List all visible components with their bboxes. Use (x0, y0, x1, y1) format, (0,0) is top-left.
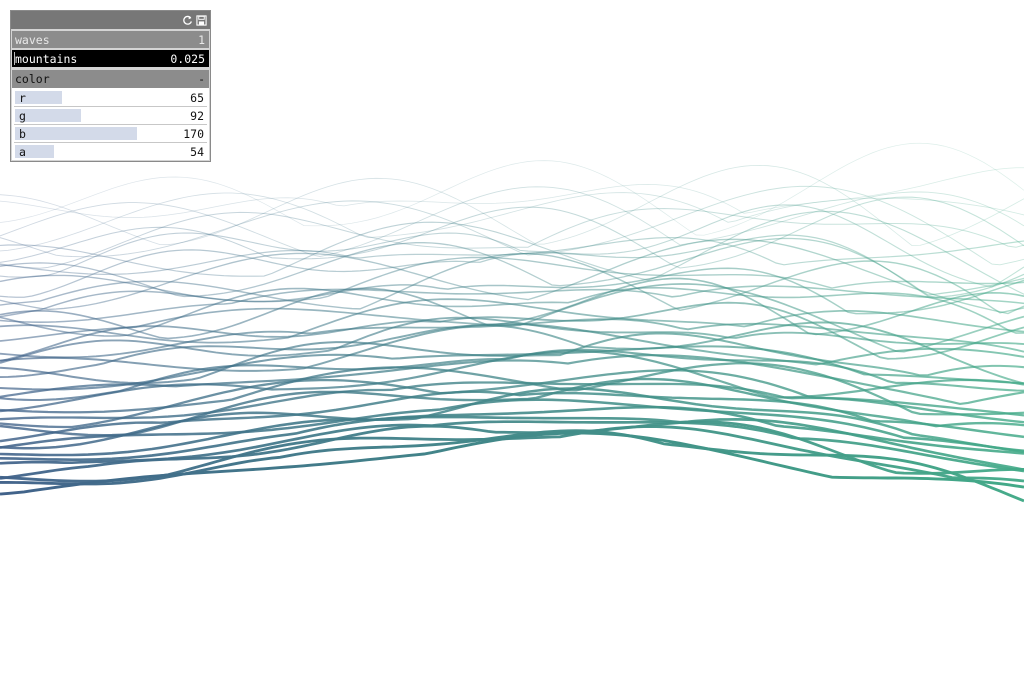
wave-line (0, 285, 1024, 323)
waves-control[interactable]: waves 1 (12, 31, 209, 48)
wave-line (0, 316, 1024, 364)
slider-fill (15, 91, 62, 104)
slider-label: b (19, 126, 26, 141)
wave-line (0, 192, 1024, 252)
wave-line (0, 415, 1024, 472)
wave-line (0, 332, 1024, 385)
color-group-header[interactable]: color - (12, 70, 209, 88)
slider-r[interactable]: r 65 (14, 89, 207, 107)
text-caret (14, 52, 15, 65)
panel-titlebar (11, 11, 210, 29)
slider-label: g (19, 108, 26, 123)
wave-line (0, 167, 1024, 218)
waves-value: 1 (198, 32, 205, 47)
wave-line (0, 350, 1024, 413)
wave-line (0, 196, 1024, 269)
collapse-toggle[interactable]: - (198, 72, 205, 86)
slider-value: 65 (190, 90, 204, 105)
wave-line (0, 186, 1024, 257)
wave-line (0, 252, 1024, 314)
save-icon[interactable] (196, 14, 207, 26)
wave-line (0, 204, 1024, 288)
slider-value: 170 (183, 126, 204, 141)
wave-line (0, 420, 1024, 480)
slider-a[interactable]: a 54 (14, 143, 207, 160)
slider-fill (15, 127, 138, 140)
wave-line (0, 323, 1024, 372)
wave-line (0, 298, 1024, 344)
wave-line (0, 267, 1024, 318)
waves-label: waves (15, 32, 50, 47)
wave-line (0, 431, 1024, 496)
wave-line (0, 237, 1024, 275)
wave-line (0, 398, 1024, 454)
wave-line (0, 429, 1024, 503)
refresh-icon[interactable] (182, 15, 193, 26)
wave-line (0, 256, 1024, 303)
color-group-title: color (15, 72, 50, 86)
mountains-value: 0.025 (170, 51, 205, 66)
control-panel: waves 1 mountains 0.025 color - r 65 g 9… (10, 10, 211, 162)
wave-line (0, 185, 1024, 266)
slider-value: 54 (190, 144, 204, 159)
wave-line (0, 301, 1024, 362)
wave-line (0, 234, 1024, 298)
wave-line (0, 142, 1024, 236)
mountains-control[interactable]: mountains 0.025 (12, 50, 209, 67)
slider-fill (15, 145, 54, 158)
slider-fill (15, 109, 82, 122)
wave-line (0, 210, 1024, 295)
slider-g[interactable]: g 92 (14, 107, 207, 125)
slider-value: 92 (190, 108, 204, 123)
color-group-body: r 65 g 92 b 170 a 54 (12, 88, 209, 160)
mountains-label: mountains (15, 51, 78, 66)
wave-line (0, 387, 1024, 453)
slider-b[interactable]: b 170 (14, 125, 207, 143)
wave-line (0, 381, 1024, 424)
wave-line (0, 321, 1024, 385)
wave-line (0, 238, 1024, 315)
slider-label: a (19, 144, 26, 159)
slider-label: r (19, 90, 26, 105)
